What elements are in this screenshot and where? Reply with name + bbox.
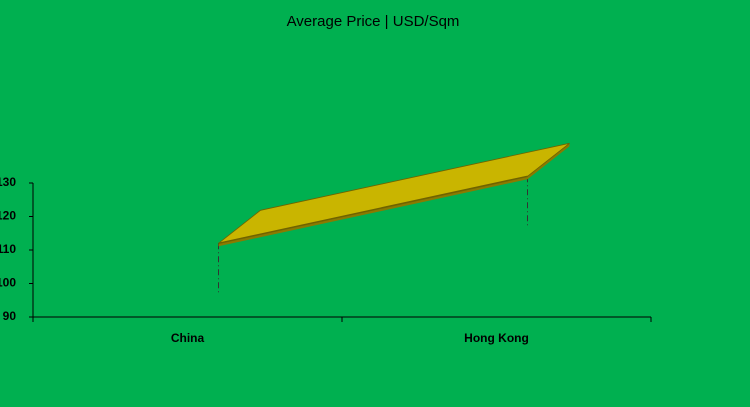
x-tick-label: Hong Kong	[464, 331, 529, 345]
line	[218, 175, 528, 245]
y-tick-label: 130	[0, 175, 16, 189]
y-tick-label: 110	[0, 242, 16, 256]
chart-title: Average Price | USD/Sqm	[287, 13, 460, 30]
y-tick-label: 90	[3, 309, 17, 323]
x-tick-label: China	[171, 331, 205, 345]
y-tick-label: 120	[0, 209, 16, 223]
y-tick-label: 100	[0, 276, 16, 290]
